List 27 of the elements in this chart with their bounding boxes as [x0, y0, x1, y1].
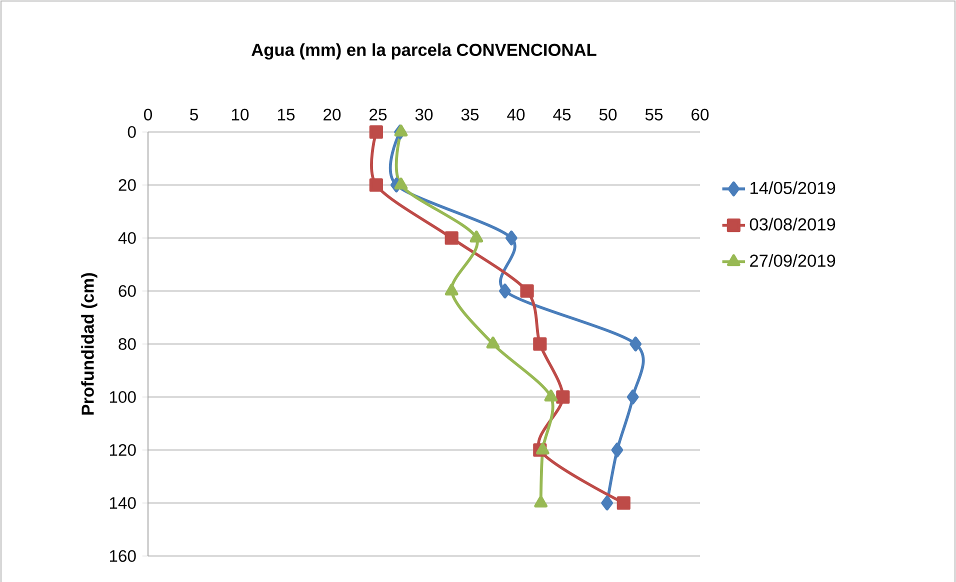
x-tick-label: 60 [692, 108, 709, 120]
y-tick-label: 100 [110, 391, 136, 403]
legend-label: 14/05/2019 [750, 181, 836, 194]
y-tick-label: 40 [118, 232, 136, 244]
x-tick-label: 5 [190, 108, 198, 120]
x-tick-label: 55 [645, 108, 663, 120]
x-tick-label: 30 [415, 108, 433, 120]
y-tick-label: 0 [128, 126, 136, 138]
x-tick-label: 50 [599, 108, 617, 120]
chart-title: Agua (mm) en la parcela CONVENCIONAL [252, 43, 596, 60]
y-axis-title: Profundidad (cm) [81, 273, 98, 415]
legend-label: 03/08/2019 [750, 218, 836, 230]
x-tick-label: 25 [370, 108, 387, 120]
y-tick-label: 120 [110, 444, 136, 456]
x-tick-label: 15 [278, 108, 295, 120]
x-tick-label: 45 [553, 108, 571, 120]
x-tick-label: 40 [507, 108, 525, 120]
y-tick-label: 60 [118, 285, 136, 297]
y-tick-label: 20 [118, 179, 136, 191]
legend-label: 27/09/2019 [750, 254, 836, 267]
x-tick-label: 20 [324, 108, 341, 120]
x-tick-label: 10 [232, 108, 249, 120]
x-tick-label: 0 [144, 108, 152, 120]
x-tick-label: 35 [461, 108, 479, 120]
y-tick-label: 140 [110, 497, 136, 509]
y-tick-label: 80 [118, 338, 136, 350]
y-tick-label: 160 [110, 550, 136, 562]
